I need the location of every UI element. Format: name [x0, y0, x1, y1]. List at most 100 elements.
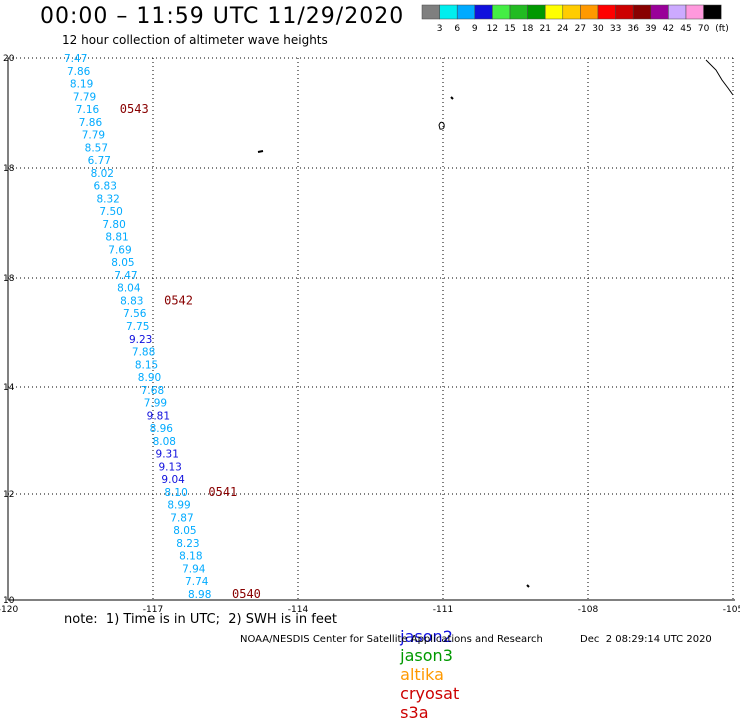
wave-height-label: 9.31 [156, 449, 179, 461]
island-clarion [257, 150, 264, 153]
wave-height-label: 8.18 [179, 551, 202, 563]
x-tick-label: -105 [723, 605, 740, 615]
generated-timestamp: Dec 2 08:29:14 UTC 2020 [580, 634, 712, 645]
wave-height-label: 8.15 [135, 359, 158, 371]
wave-height-label: 7.56 [123, 308, 147, 320]
wave-height-label: 8.23 [176, 538, 199, 550]
x-tick-label: -117 [143, 605, 163, 615]
wave-height-label: 8.90 [138, 372, 161, 384]
axis-ticks: -120 -117 -114 -111 -108 -105 20 18 18 14 12 10 [0, 54, 740, 615]
scale-swatch [544, 4, 564, 20]
wave-height-label: 7.47 [114, 270, 137, 282]
coastline-baja [705, 59, 734, 96]
wave-height-label: 7.47 [64, 53, 87, 65]
wave-height-label: 7.94 [182, 563, 206, 575]
wave-height-label: 8.81 [105, 232, 128, 244]
wave-height-label: 6.83 [94, 181, 117, 193]
sat-jason3: jason3 [400, 646, 453, 665]
scale-swatch [527, 4, 546, 20]
scale-label: 36 [627, 24, 639, 34]
wave-height-label: 8.08 [153, 436, 176, 448]
x-tick-label: -108 [578, 605, 599, 615]
scale-swatch [421, 4, 440, 20]
y-tick-label: 12 [3, 490, 14, 500]
scale-swatch [703, 4, 722, 20]
scale-label: 24 [557, 24, 569, 34]
wave-height-label: 7.16 [76, 104, 100, 116]
y-tick-label: 10 [3, 596, 15, 606]
coastline [257, 59, 734, 588]
wave-height-label: 7.80 [102, 219, 125, 231]
footer-note: note: 1) Time is in UTC; 2) SWH is in fe… [64, 612, 337, 627]
wave-height-label: 6.77 [88, 155, 111, 167]
scale-label: 3 [437, 24, 443, 34]
track-time-label: 0541 [208, 485, 237, 499]
scale-label: 15 [504, 24, 515, 34]
wave-height-label: 8.10 [164, 487, 187, 499]
y-tick-label: 18 [3, 164, 15, 174]
wave-height-label: 7.87 [170, 512, 193, 524]
wave-height-label: 8.83 [120, 295, 143, 307]
y-tick-label: 18 [3, 274, 15, 284]
wave-height-label: 7.50 [99, 206, 122, 218]
wave-height-label: 7.75 [126, 321, 149, 333]
wave-height-label: 7.74 [185, 576, 209, 588]
island-clipperton [526, 584, 530, 588]
scale-swatch [456, 4, 476, 20]
wave-height-label: 8.98 [188, 589, 211, 601]
sat-jason2: jason2 [400, 627, 453, 646]
wave-height-label: 8.02 [91, 168, 114, 180]
wave-height-label: 7.86 [79, 117, 103, 129]
wave-height-label: 9.81 [147, 410, 170, 422]
scale-swatch [439, 4, 458, 20]
scale-swatch [685, 4, 704, 20]
wave-height-label: 8.32 [96, 193, 119, 205]
scale-swatch [474, 4, 493, 20]
scale-swatch [580, 4, 599, 20]
scale-swatch [492, 4, 511, 20]
wave-height-label: 8.05 [173, 525, 196, 537]
scale-swatch [668, 4, 687, 20]
scale-swatch [562, 4, 581, 20]
scale-label: 42 [663, 24, 674, 34]
scale-swatch [632, 4, 652, 20]
scale-label: 12 [487, 24, 498, 34]
wave-height-label: 8.04 [117, 283, 141, 295]
map-subtitle: 12 hour collection of altimeter wave hei… [62, 33, 328, 47]
scale-swatch [650, 4, 669, 20]
scale-label: 39 [645, 24, 657, 34]
wave-height-label: 8.57 [85, 142, 108, 154]
wave-height-label: 8.96 [150, 423, 174, 435]
wave-height-label: 8.99 [167, 500, 190, 512]
color-scale-legend: 3 6 9 12 15 18 21 24 27 30 33 36 39 42 45 70 (ft) [421, 4, 729, 34]
track-time-label: 0542 [164, 293, 193, 307]
wave-height-label: 8.05 [111, 257, 134, 269]
map-grid [7, 57, 735, 601]
scale-label: 45 [680, 24, 691, 34]
island-alijos [450, 96, 454, 100]
y-tick-label: 20 [3, 54, 15, 64]
scale-label: 6 [454, 24, 460, 34]
wave-height-label: 7.69 [108, 244, 131, 256]
altimeter-map: 3 6 9 12 15 18 21 24 27 30 33 36 39 42 45 70 (ft) 7.477.… [0, 4, 740, 615]
scale-label: 9 [472, 24, 478, 34]
track-time-label: 0540 [232, 587, 261, 601]
island-socorro [438, 121, 445, 130]
wave-height-label: 9.04 [161, 474, 185, 486]
wave-height-label: 9.13 [158, 461, 181, 473]
scale-label: 30 [592, 24, 604, 34]
wave-height-label: 7.79 [82, 130, 105, 142]
satellite-track: 7.477.868.197.797.167.867.798.576.778.02… [64, 53, 261, 601]
scale-label: 70 [698, 24, 710, 34]
sat-s3a: s3a [400, 703, 429, 722]
scale-swatch [509, 4, 528, 20]
map-title: 00:00 – 11:59 UTC 11/29/2020 [40, 4, 405, 29]
wave-height-label: 8.19 [70, 79, 93, 91]
wave-height-label: 7.79 [73, 91, 96, 103]
satellite-legend: jason2 jason3 altika cryosat s3a [390, 608, 469, 722]
y-tick-label: 14 [3, 383, 15, 393]
scale-unit: (ft) [715, 24, 729, 34]
x-tick-label: -120 [0, 605, 18, 615]
scale-label: 33 [610, 24, 621, 34]
wave-height-label: 7.88 [132, 347, 155, 359]
